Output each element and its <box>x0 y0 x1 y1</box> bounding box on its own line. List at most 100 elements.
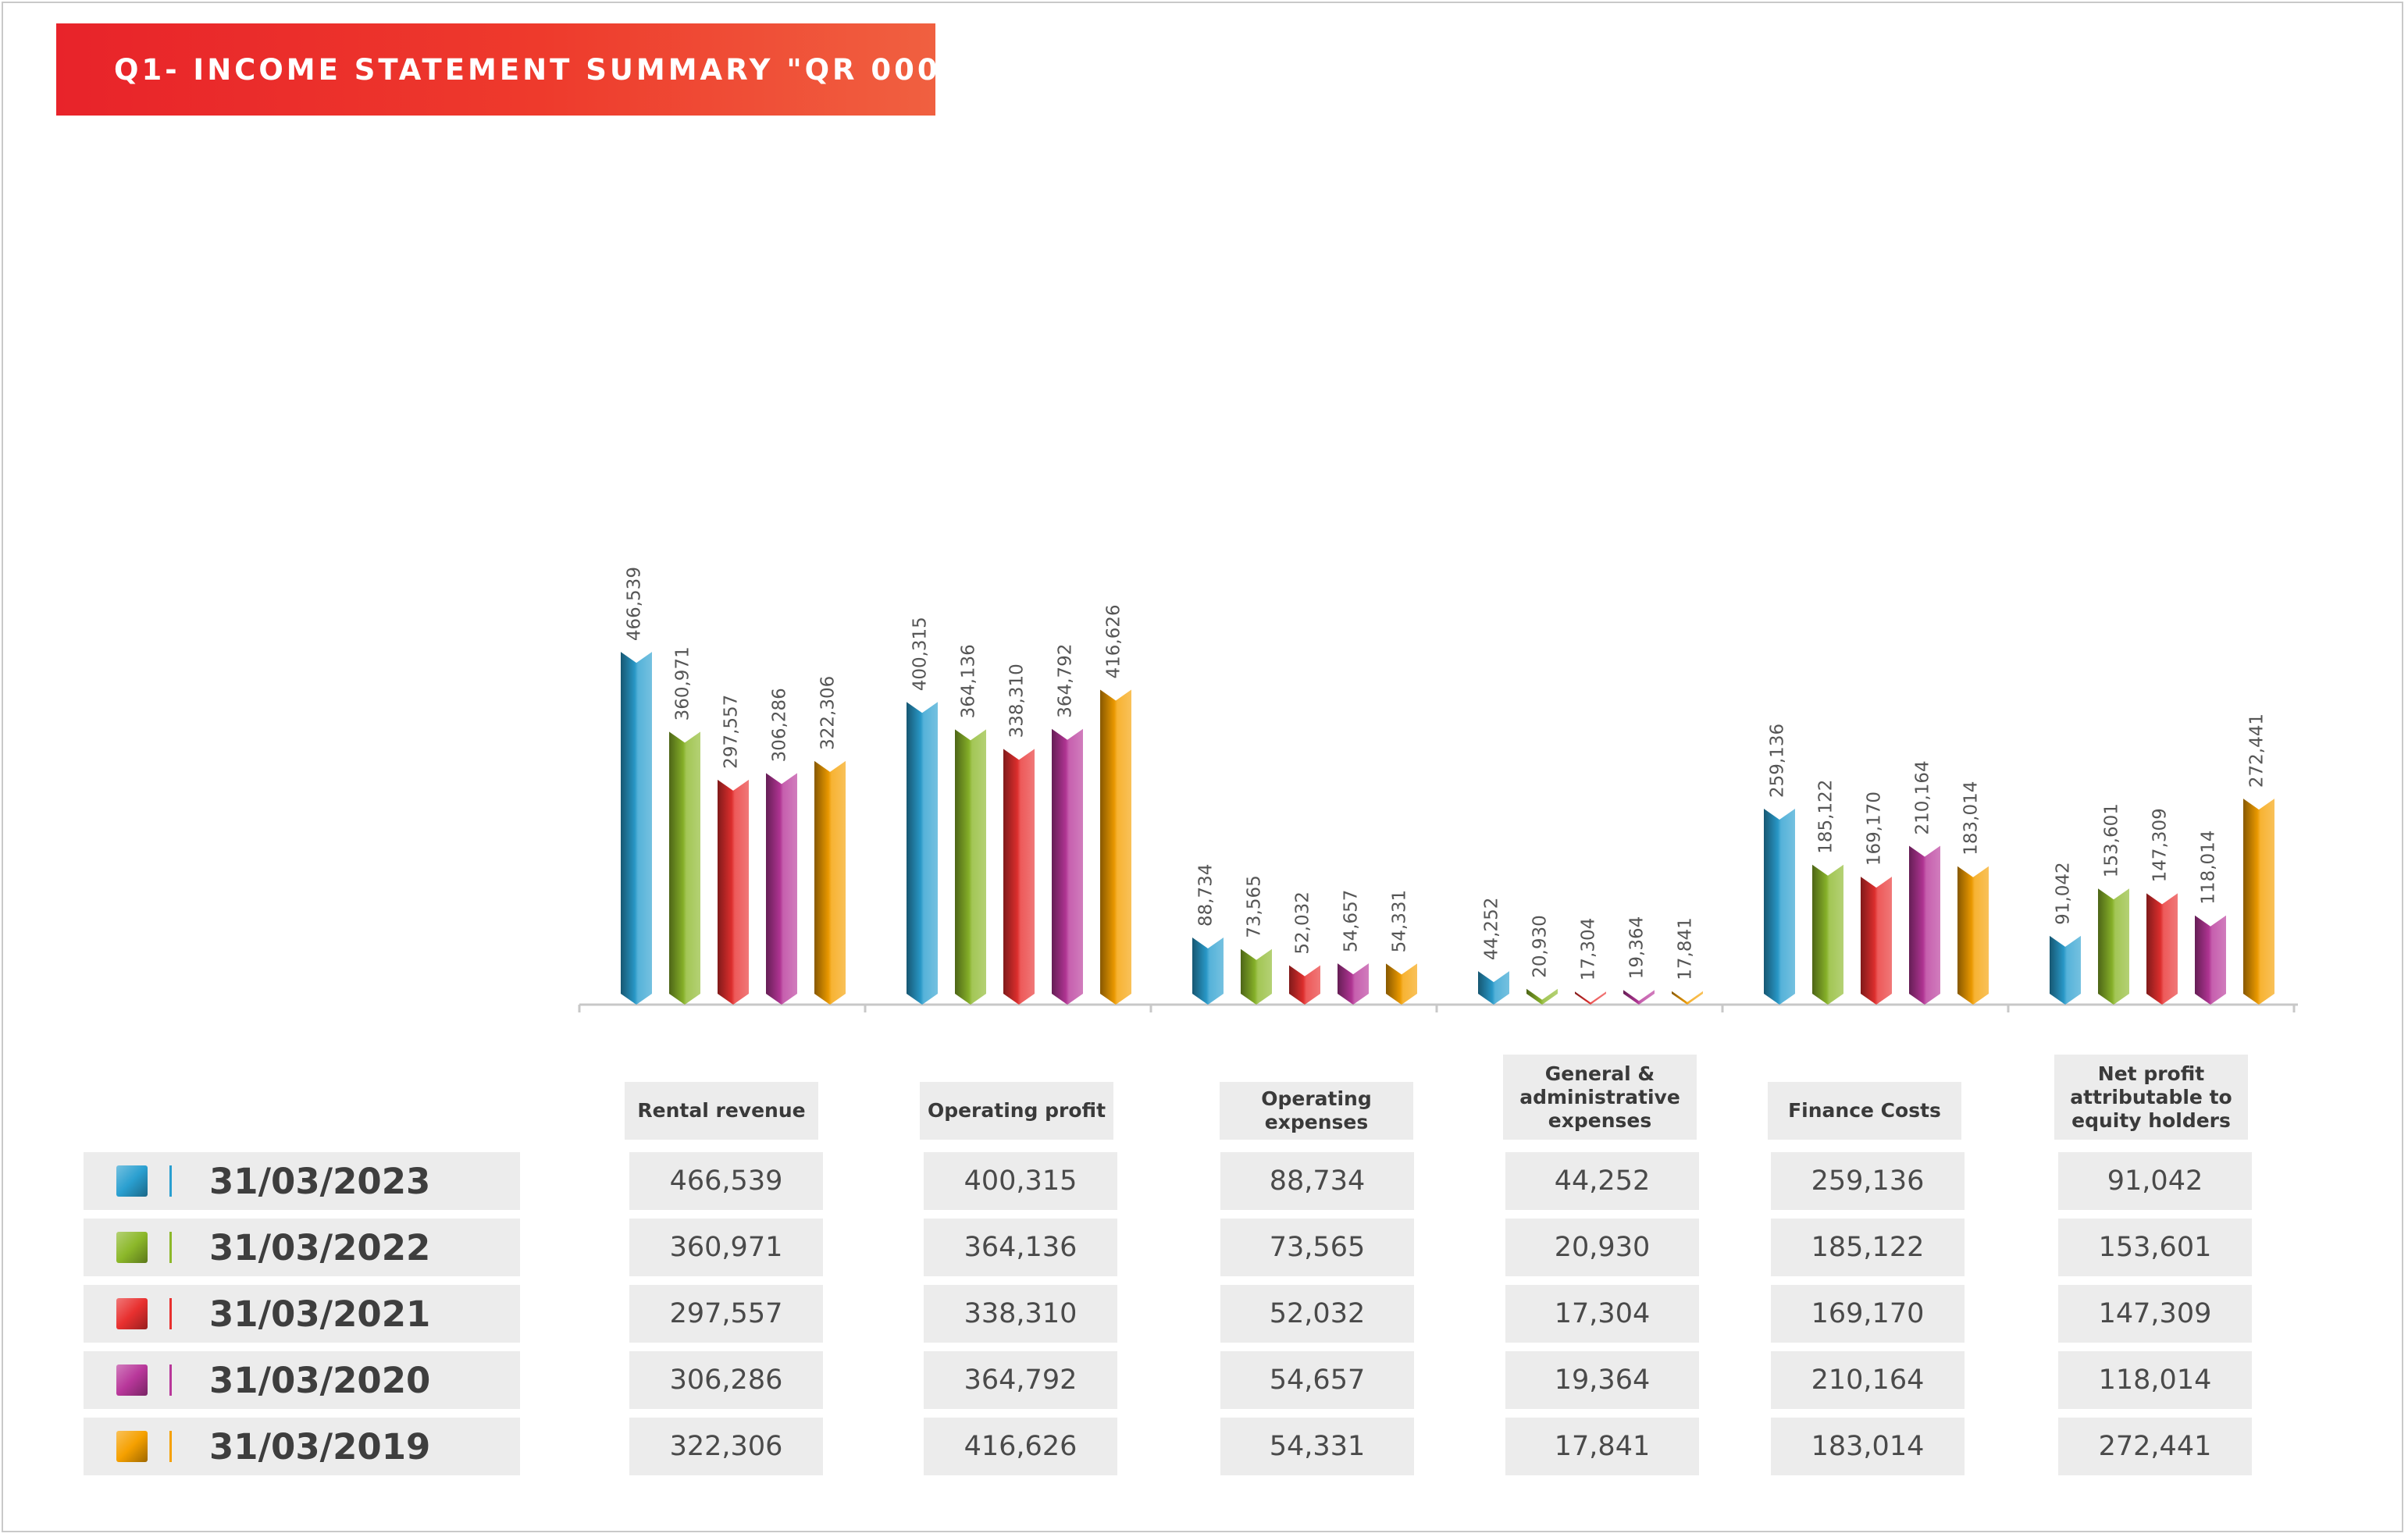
category-label: Operating expenses <box>1220 1082 1413 1140</box>
bar-value-label: 364,792 <box>1056 644 1076 718</box>
table-cell: 416,626 <box>924 1418 1117 1475</box>
bar-value-label: 416,626 <box>1104 604 1124 678</box>
bar-value-label: 20,930 <box>1530 915 1551 977</box>
legend-date-label: 31/03/2020 <box>209 1360 431 1401</box>
bar <box>907 702 938 1005</box>
bar <box>1764 809 1795 1005</box>
title-banner: Q1- INCOME STATEMENT SUMMARY "QR 000" <box>56 23 956 116</box>
bar-value-label: 54,657 <box>1341 890 1362 952</box>
table-cell: 400,315 <box>924 1152 1117 1210</box>
legend-date-label: 31/03/2022 <box>209 1227 431 1268</box>
table-cell: 183,014 <box>1771 1418 1965 1475</box>
table-cell: 322,306 <box>629 1418 823 1475</box>
bar <box>1241 948 1272 1005</box>
table-cell: 364,792 <box>924 1351 1117 1409</box>
table-cell: 17,841 <box>1505 1418 1699 1475</box>
bar <box>1672 991 1703 1005</box>
legend-swatch <box>116 1298 148 1329</box>
table-cell: 153,601 <box>2058 1219 2252 1276</box>
bar <box>1100 689 1131 1005</box>
table-cell: 17,304 <box>1505 1285 1699 1343</box>
bar-value-label: 297,557 <box>721 695 742 769</box>
bar-value-label: 91,042 <box>2054 862 2074 924</box>
bar <box>1861 877 1892 1005</box>
category-label: Rental revenue <box>625 1082 818 1140</box>
table-cell: 338,310 <box>924 1285 1117 1343</box>
table-cell: 54,657 <box>1220 1351 1414 1409</box>
bar <box>1526 988 1558 1005</box>
table-cell: 91,042 <box>2058 1152 2252 1210</box>
bar <box>1289 965 1320 1005</box>
bar <box>1192 937 1224 1005</box>
table-cell: 210,164 <box>1771 1351 1965 1409</box>
table-cell: 169,170 <box>1771 1285 1965 1343</box>
bar <box>1003 749 1035 1005</box>
table-cell: 73,565 <box>1220 1219 1414 1276</box>
table-cell: 259,136 <box>1771 1152 1965 1210</box>
bar-value-label: 210,164 <box>1913 760 1933 834</box>
bar-value-label: 17,304 <box>1579 918 1599 980</box>
table-cell: 118,014 <box>2058 1351 2252 1409</box>
legend-marker <box>169 1298 172 1329</box>
bar <box>2195 915 2226 1005</box>
bar-value-label: 360,971 <box>673 646 693 720</box>
bar <box>621 652 652 1005</box>
bar <box>766 773 797 1005</box>
legend-date-label: 31/03/2021 <box>209 1293 431 1335</box>
legend-swatch <box>116 1431 148 1462</box>
bar <box>1386 963 1417 1005</box>
table-cell: 360,971 <box>629 1219 823 1276</box>
table-cell: 54,331 <box>1220 1418 1414 1475</box>
bar <box>1052 728 1083 1005</box>
bar-value-label: 19,364 <box>1627 916 1647 979</box>
category-label: Operating profit <box>920 1082 1113 1140</box>
bar-value-label: 44,252 <box>1482 898 1502 960</box>
table-cell: 20,930 <box>1505 1219 1699 1276</box>
bar <box>2146 893 2178 1005</box>
bar <box>1478 971 1509 1005</box>
bar-value-label: 364,136 <box>959 644 979 718</box>
bar <box>1909 845 1940 1005</box>
table-cell: 19,364 <box>1505 1351 1699 1409</box>
chart-title: Q1- INCOME STATEMENT SUMMARY "QR 000" <box>114 52 959 87</box>
bar-value-label: 88,734 <box>1196 864 1216 927</box>
bar-value-label: 259,136 <box>1768 724 1788 798</box>
bar-value-label: 169,170 <box>1865 792 1885 866</box>
legend-marker <box>169 1232 172 1263</box>
legend-date-label: 31/03/2023 <box>209 1161 431 1202</box>
table-cell: 272,441 <box>2058 1418 2252 1475</box>
legend-row: 31/03/2019 <box>84 1418 520 1475</box>
legend-row: 31/03/2022 <box>84 1219 520 1276</box>
table-cell: 44,252 <box>1505 1152 1699 1210</box>
legend-swatch <box>116 1364 148 1396</box>
bar-value-label: 183,014 <box>1961 781 1982 856</box>
bar-value-label: 338,310 <box>1007 664 1028 738</box>
table-cell: 185,122 <box>1771 1219 1965 1276</box>
bar-value-label: 153,601 <box>2102 803 2122 877</box>
table-cell: 147,309 <box>2058 1285 2252 1343</box>
bar-value-label: 306,286 <box>770 688 790 762</box>
table-cell: 466,539 <box>629 1152 823 1210</box>
bar-value-label: 54,331 <box>1390 890 1410 952</box>
category-label: Finance Costs <box>1768 1082 1961 1140</box>
table-cell: 306,286 <box>629 1351 823 1409</box>
table-cell: 88,734 <box>1220 1152 1414 1210</box>
bar <box>718 779 749 1005</box>
bar <box>955 729 986 1005</box>
bar-value-label: 147,309 <box>2150 808 2171 882</box>
bar-value-label: 400,315 <box>910 617 931 691</box>
bar <box>2098 888 2129 1005</box>
bar-value-label: 118,014 <box>2199 831 2219 905</box>
table-cell: 364,136 <box>924 1219 1117 1276</box>
legend-row: 31/03/2023 <box>84 1152 520 1210</box>
bar-value-label: 272,441 <box>2247 713 2267 788</box>
bar <box>1623 990 1655 1005</box>
table-cell: 297,557 <box>629 1285 823 1343</box>
bar-value-label: 322,306 <box>818 676 839 750</box>
bar <box>1338 963 1369 1005</box>
legend-date-label: 31/03/2019 <box>209 1426 431 1468</box>
legend-swatch <box>116 1232 148 1263</box>
legend-swatch <box>116 1165 148 1197</box>
